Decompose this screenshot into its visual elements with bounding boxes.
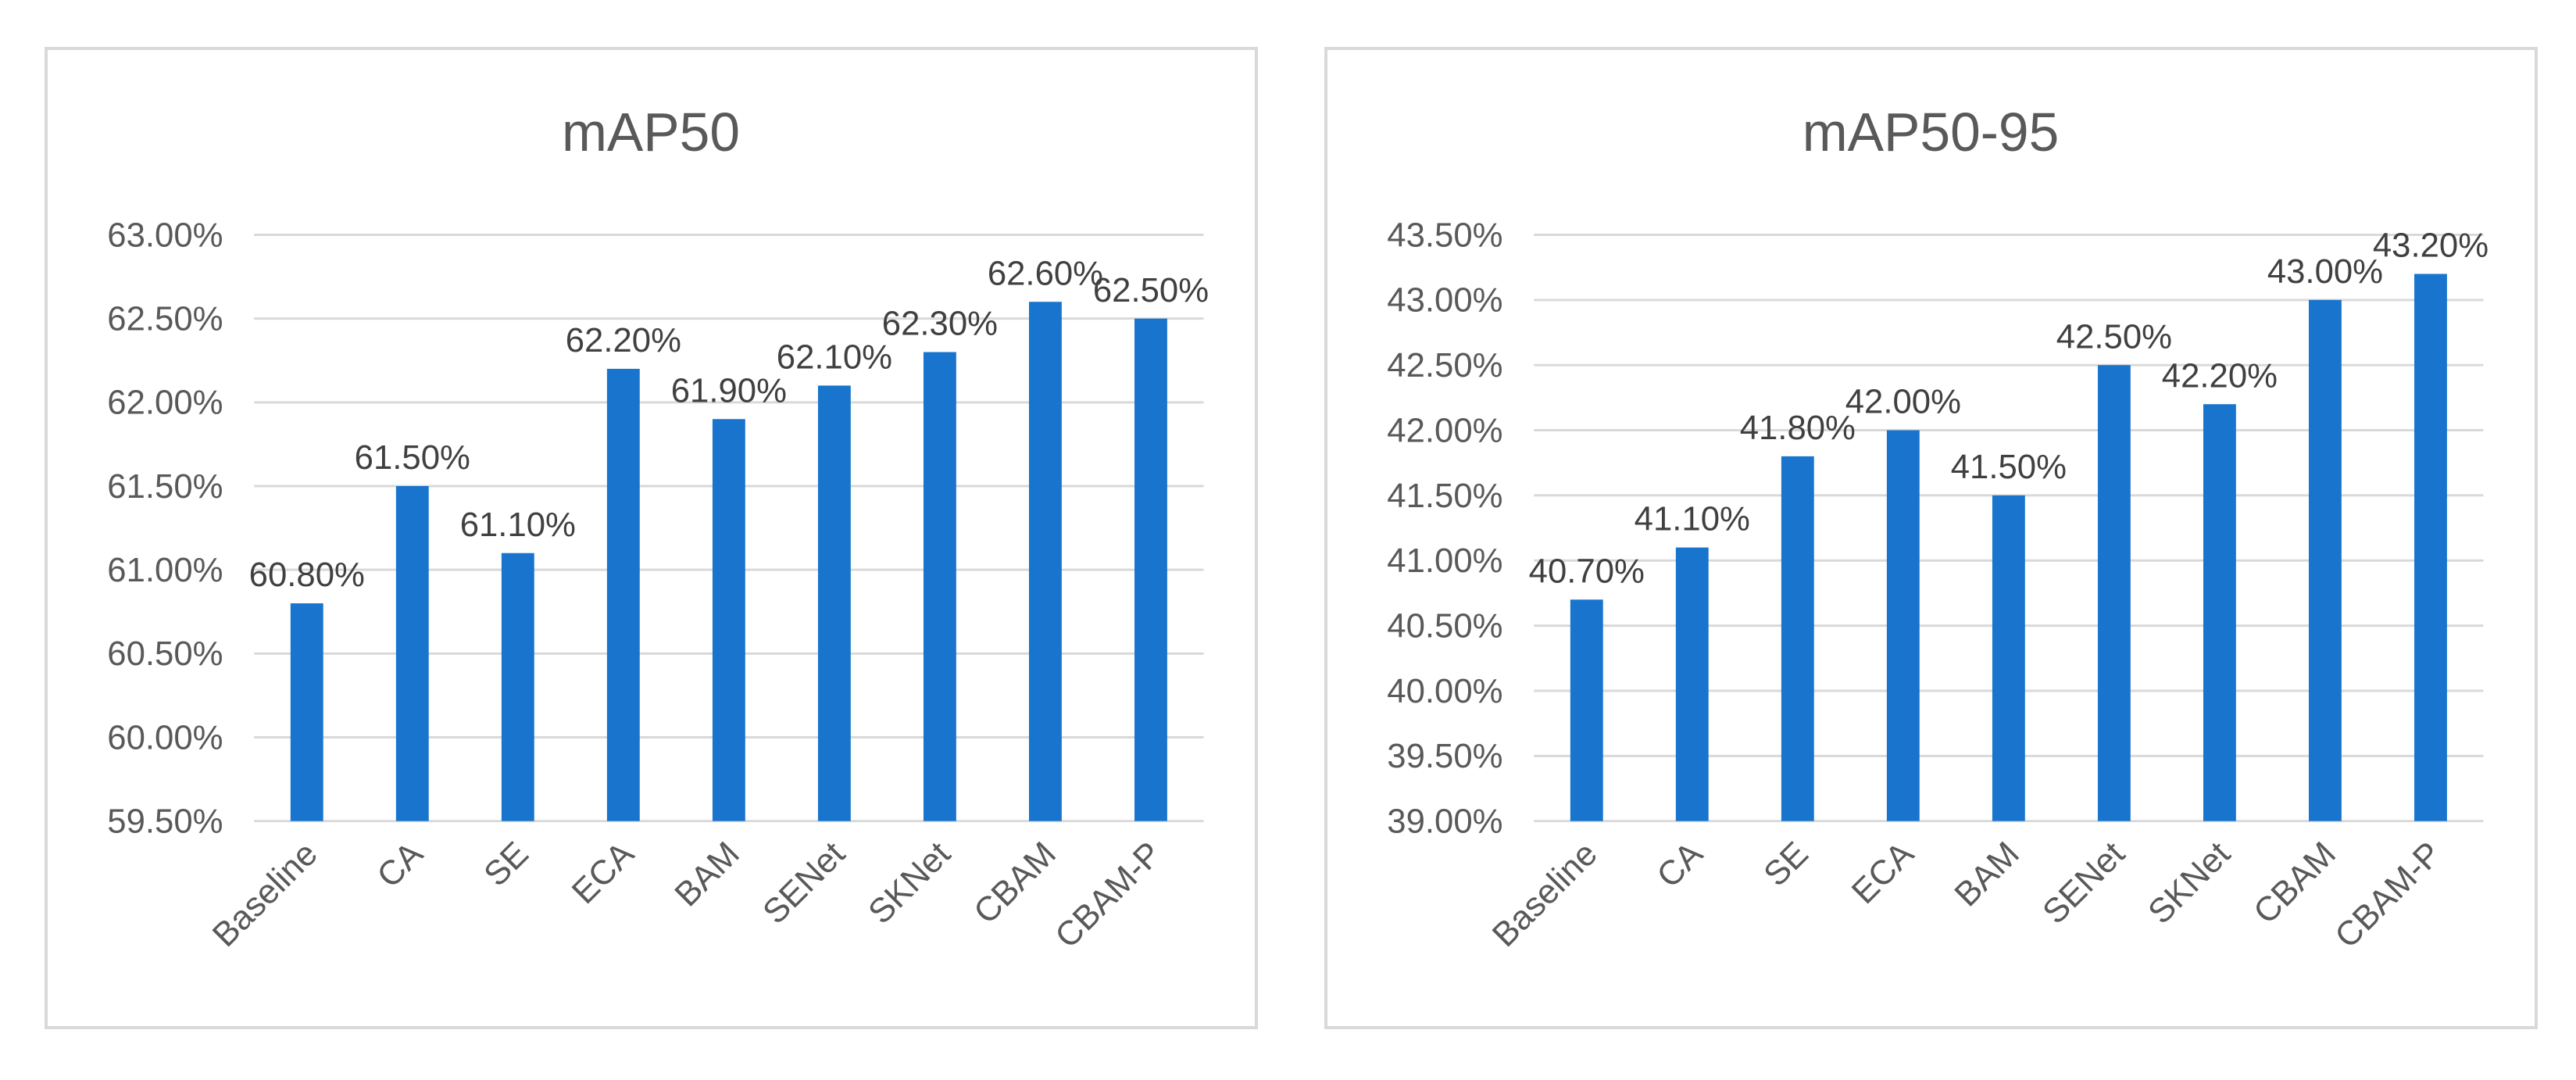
chart-svg-map50: mAP50 59.50% 60.00% 60.50% 61.00% 61.50% 62.0… bbox=[107, 102, 1209, 956]
y-tick-label: 63.00% bbox=[107, 216, 223, 254]
bar bbox=[1134, 318, 1167, 821]
x-category-label: SE bbox=[477, 835, 536, 894]
x-category-label: SKNet bbox=[861, 835, 958, 932]
chart-title: mAP50 bbox=[562, 102, 740, 163]
y-tick-label: 59.50% bbox=[107, 803, 223, 841]
data-label: 42.50% bbox=[2056, 317, 2172, 356]
data-label: 43.00% bbox=[2267, 252, 2383, 291]
y-tick-label: 60.00% bbox=[107, 718, 223, 756]
bar bbox=[923, 352, 956, 821]
x-category-label: CBAM bbox=[966, 835, 1063, 932]
bar bbox=[1992, 495, 2025, 821]
data-label: 42.20% bbox=[2162, 356, 2278, 395]
y-tick-label: 43.00% bbox=[1387, 281, 1502, 320]
y-tick-label: 61.50% bbox=[107, 467, 223, 506]
bar bbox=[1675, 547, 1709, 821]
bar bbox=[2097, 365, 2131, 821]
x-category-label: ECA bbox=[565, 834, 642, 911]
y-tick-label: 39.00% bbox=[1387, 803, 1502, 841]
y-tick-label: 41.00% bbox=[1387, 542, 1502, 580]
x-category-label: CA bbox=[1649, 834, 1710, 895]
x-category-label: SKNet bbox=[2141, 835, 2238, 932]
data-label: 43.20% bbox=[2373, 227, 2488, 265]
x-category-label: CA bbox=[370, 834, 431, 895]
bar bbox=[1029, 302, 1062, 821]
x-category-label: Baseline bbox=[205, 835, 325, 954]
bar bbox=[2309, 299, 2342, 821]
data-label: 62.60% bbox=[988, 254, 1103, 292]
bar bbox=[606, 368, 640, 821]
chart-panel-map50: mAP50 59.50% 60.00% 60.50% 61.00% 61.50% 62.0… bbox=[45, 47, 1258, 1029]
data-label: 62.50% bbox=[1093, 271, 1209, 309]
bar bbox=[290, 603, 323, 821]
data-label: 41.80% bbox=[1740, 409, 1856, 447]
y-tick-label: 41.50% bbox=[1387, 477, 1502, 515]
x-category-label: BAM bbox=[667, 835, 747, 914]
data-label: 61.10% bbox=[460, 506, 576, 544]
bar bbox=[395, 485, 429, 821]
data-label: 62.10% bbox=[777, 338, 892, 377]
chart-panel-map50-95: mAP50-95 39.00% 39.50% 40.00% 40.50% 41.00% 4… bbox=[1324, 47, 2538, 1029]
bar bbox=[1570, 599, 1603, 821]
bar bbox=[2203, 404, 2236, 821]
data-label: 42.00% bbox=[1845, 383, 1961, 421]
chart-svg-map50-95: mAP50-95 39.00% 39.50% 40.00% 40.50% 41.00% 4… bbox=[1387, 102, 2488, 956]
data-label: 60.80% bbox=[249, 556, 365, 594]
data-label: 62.30% bbox=[882, 305, 998, 343]
y-tick-label: 39.50% bbox=[1387, 737, 1502, 775]
y-tick-label: 40.00% bbox=[1387, 672, 1502, 710]
bar bbox=[1886, 430, 1920, 821]
data-label: 41.50% bbox=[1951, 448, 2067, 486]
y-tick-label: 43.50% bbox=[1387, 216, 1502, 254]
y-tick-label: 62.50% bbox=[107, 300, 223, 338]
x-category-label: ECA bbox=[1845, 834, 1922, 911]
data-label: 40.70% bbox=[1529, 552, 1645, 590]
bar bbox=[1781, 456, 1814, 821]
x-category-label: SE bbox=[1756, 835, 1816, 894]
y-tick-label: 60.50% bbox=[107, 635, 223, 673]
bar bbox=[817, 385, 851, 821]
data-label: 62.20% bbox=[566, 321, 681, 359]
bar bbox=[2414, 274, 2447, 821]
x-category-label: BAM bbox=[1947, 835, 2027, 914]
y-tick-label: 42.00% bbox=[1387, 411, 1502, 449]
y-tick-label: 40.50% bbox=[1387, 607, 1502, 645]
chart-title: mAP50-95 bbox=[1802, 102, 2060, 163]
y-tick-label: 42.50% bbox=[1387, 346, 1502, 384]
x-category-label: CBAM bbox=[2246, 835, 2343, 932]
y-tick-label: 61.00% bbox=[107, 551, 223, 589]
data-label: 41.10% bbox=[1635, 500, 1750, 538]
y-tick-label: 62.00% bbox=[107, 384, 223, 422]
bar bbox=[501, 553, 534, 821]
data-label: 61.90% bbox=[671, 371, 787, 409]
x-category-label: CBAM-P bbox=[2328, 835, 2449, 956]
x-category-label: SENet bbox=[756, 835, 852, 932]
x-category-label: CBAM-P bbox=[1048, 835, 1169, 956]
data-label: 61.50% bbox=[355, 438, 470, 477]
x-category-label: Baseline bbox=[1485, 835, 1605, 954]
x-category-label: SENet bbox=[2035, 835, 2132, 932]
bar bbox=[712, 419, 745, 821]
